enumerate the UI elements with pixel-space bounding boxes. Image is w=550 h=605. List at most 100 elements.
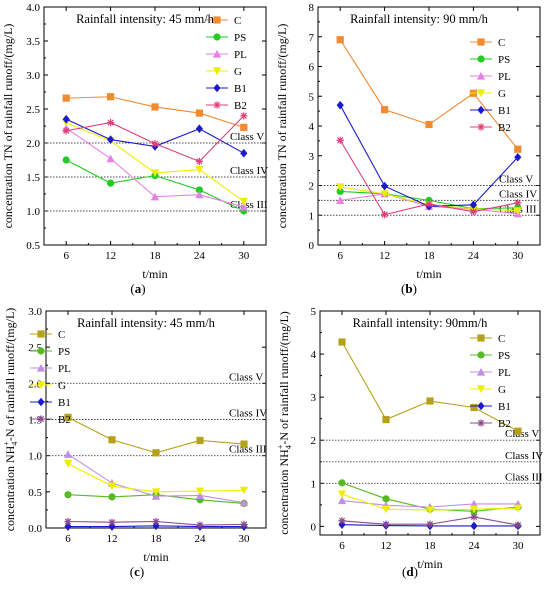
y-tick-label: 1.0 (28, 451, 42, 463)
data-point-b2 (64, 517, 72, 526)
data-point-pl (106, 154, 115, 163)
y-tick-label: 3 (311, 392, 317, 404)
x-axis-label: t/min (416, 267, 441, 281)
data-point-g (425, 506, 435, 515)
data-point-pl (63, 450, 73, 458)
data-point-b1 (108, 522, 116, 531)
y-tick-label: 5 (309, 91, 315, 103)
threshold-label: Class III (229, 444, 267, 456)
x-tick-label: 24 (469, 540, 481, 552)
y-tick-label: 5 (311, 306, 317, 318)
data-point-g (513, 504, 523, 513)
legend-label: C (58, 329, 65, 341)
legend-marker (476, 89, 486, 98)
series-line-g (67, 463, 245, 493)
data-point-pl (239, 202, 248, 211)
y-tick-label: 1.5 (26, 172, 40, 184)
data-point-g (513, 207, 522, 215)
data-point-ps (338, 479, 346, 487)
x-tick-label: 30 (512, 250, 524, 262)
data-point-c (382, 415, 390, 424)
legend-marker (37, 397, 45, 407)
x-tick-label: 30 (239, 533, 251, 545)
data-point-b1 (195, 124, 203, 134)
legend-label: C (234, 15, 241, 27)
legend-label: B1 (58, 397, 71, 409)
data-point-b2 (336, 136, 344, 144)
data-point-pl (239, 498, 249, 507)
legend-label: PL (498, 367, 511, 379)
y-tick-label: 3.0 (28, 306, 42, 318)
threshold-label: Class IV (230, 165, 268, 177)
threshold-label: Class IV (499, 188, 537, 200)
series-line-c (339, 39, 519, 150)
legend-marker (213, 16, 221, 24)
data-point-b2 (195, 157, 203, 165)
panel-label: (b) (401, 281, 417, 296)
y-tick-label: 4 (309, 121, 315, 133)
legend-marker (213, 33, 221, 41)
y-axis-label: concentration NH4+-N of rainfall runoff/… (2, 308, 19, 532)
data-point-b2 (62, 127, 70, 135)
data-point-c (240, 440, 248, 448)
data-point-ps (336, 187, 344, 196)
data-point-b2 (338, 517, 346, 525)
legend-label: B2 (498, 122, 511, 134)
data-point-b2 (108, 518, 116, 526)
data-point-g (381, 505, 391, 514)
legend-marker (37, 415, 45, 423)
y-tick-label: 1 (309, 210, 315, 222)
y-tick-label: 2.0 (28, 378, 42, 390)
data-point-pl (336, 196, 345, 204)
data-point-c (151, 103, 159, 111)
data-point-b2 (152, 517, 160, 526)
legend-marker (477, 334, 485, 342)
y-tick-label: 3.0 (26, 70, 40, 82)
legend-marker (37, 347, 45, 355)
data-point-g (239, 486, 249, 495)
y-tick-label: 0.0 (28, 523, 42, 535)
data-point-c (64, 413, 72, 421)
y-label-sup: + (2, 441, 11, 446)
y-tick-label: 2.0 (26, 138, 40, 150)
data-point-ps (62, 156, 70, 164)
data-point-ps (382, 495, 390, 503)
x-tick-label: 6 (337, 250, 343, 262)
y-tick-label: 6 (309, 62, 315, 74)
data-point-b2 (381, 211, 389, 219)
y-tick-label: 4.0 (26, 2, 40, 14)
y-tick-label: 1.5 (28, 415, 42, 427)
y-label-sup: + (276, 444, 285, 449)
chart-title: Rainfall intensity: 45 mm/h (77, 316, 216, 330)
legend-label: C (498, 37, 505, 49)
legend-label: B2 (58, 414, 71, 426)
legend-label: G (58, 380, 66, 392)
legend-label: PS (498, 54, 510, 66)
x-tick-label: 12 (379, 250, 390, 262)
data-point-c (514, 145, 522, 153)
x-axis-label: t/min (417, 557, 442, 571)
chart-title: Rainfall intensity: 90mm/h (353, 316, 488, 330)
legend-marker (476, 385, 486, 394)
legend-marker (477, 123, 485, 131)
y-tick-label: 7 (309, 32, 315, 44)
x-tick-label: 12 (105, 250, 116, 262)
data-point-c (152, 449, 160, 457)
y-tick-label: 1 (311, 478, 317, 490)
chart-title: Rainfall intensity: 45 mm/h (76, 12, 215, 26)
x-tick-label: 6 (65, 533, 71, 545)
data-point-g (239, 197, 248, 206)
data-point-b1 (62, 114, 70, 124)
x-tick-label: 18 (424, 250, 436, 262)
data-point-g (337, 490, 347, 499)
data-point-ps (64, 491, 72, 499)
data-point-b2 (469, 208, 477, 216)
y-label-sub: 4 (284, 445, 293, 449)
legend-label: PL (58, 363, 71, 375)
y-tick-label: 2.5 (26, 104, 40, 116)
legend-marker (476, 367, 486, 376)
legend-label: B2 (234, 100, 247, 112)
legend-label: PS (234, 32, 246, 44)
